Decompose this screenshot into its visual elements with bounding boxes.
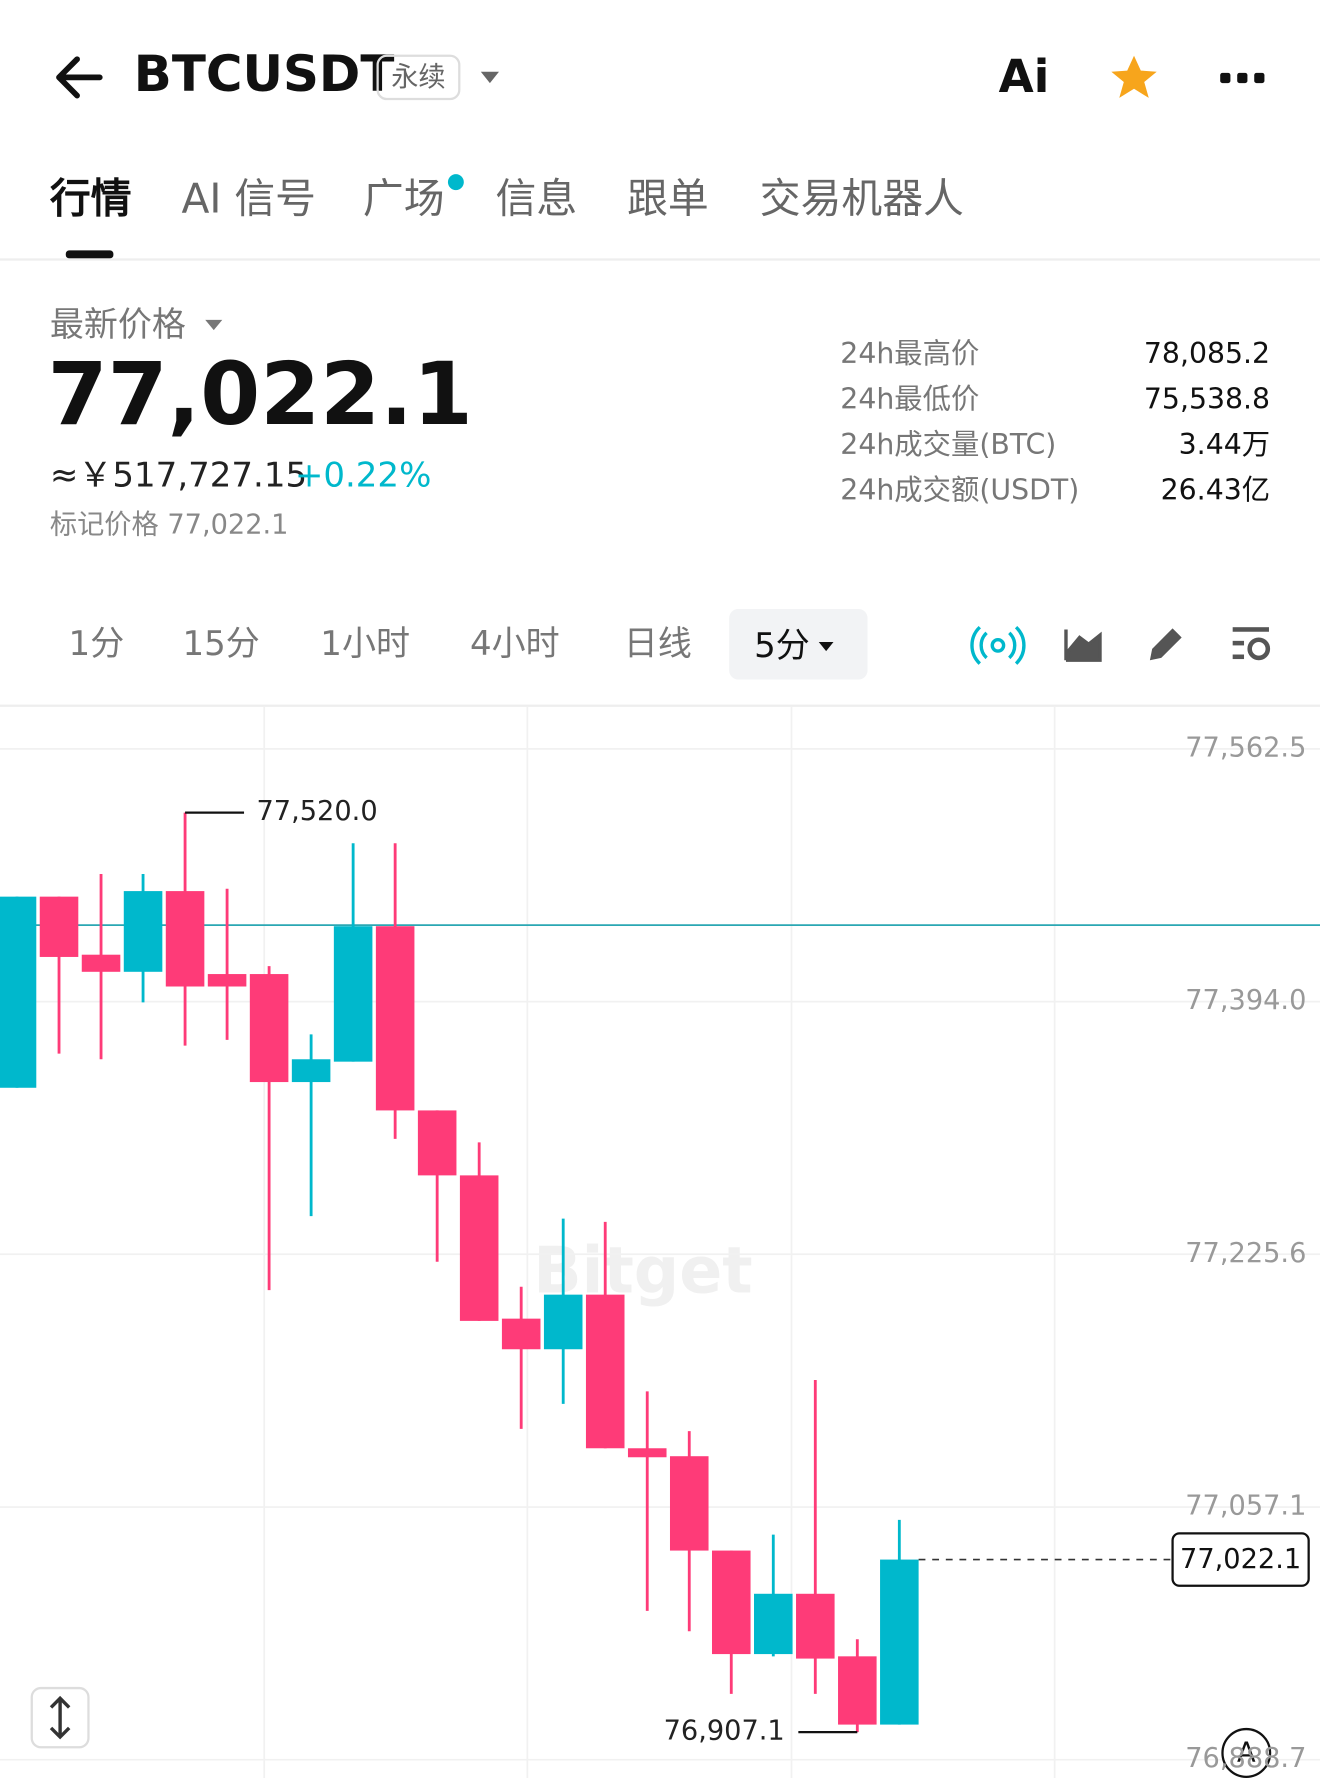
tab[interactable]: 行情 <box>50 174 132 222</box>
candle-body <box>81 954 121 972</box>
candle-body <box>501 1318 541 1350</box>
cny-price: ≈￥517,727.15 <box>50 455 307 495</box>
candle-body <box>459 1175 499 1321</box>
tab[interactable]: 广场 <box>363 174 445 222</box>
badge-box <box>376 54 461 101</box>
favorite-star[interactable] <box>1111 55 1157 98</box>
tabs: 行情 AI 信号 广场 信息 跟单 交易机器人 <box>50 174 964 222</box>
candle-body <box>39 896 79 957</box>
candle-body <box>375 926 415 1111</box>
mark-price: 标记价格 77,022.1 <box>50 509 289 540</box>
candle-body <box>754 1593 793 1655</box>
price-change: +0.22% <box>295 455 432 495</box>
last-price: 77,022.1 <box>48 345 473 445</box>
candle-body <box>838 1656 877 1725</box>
scale-button-ring <box>1221 1727 1272 1778</box>
chart-type-icon[interactable] <box>1064 629 1102 662</box>
ai-button[interactable]: Ai <box>999 50 1050 103</box>
timeframe[interactable]: 日线 <box>624 624 692 664</box>
candle-body <box>543 1294 583 1350</box>
back-button[interactable] <box>56 56 103 99</box>
stats: 24h最高价 78,085.2 24h最低价 75,538.8 24h成交量(B… <box>840 337 1270 507</box>
resize-icon <box>49 1695 71 1740</box>
y-tick-label: 77,225.6 <box>1185 1238 1306 1269</box>
candle-body <box>333 926 373 1062</box>
symbol-dropdown[interactable] <box>480 71 499 84</box>
timeframe[interactable]: 4小时 <box>470 624 560 664</box>
timeframes: 1分 15分 1小时 4小时 日线 5分 <box>69 624 810 666</box>
stat-label: 24h最低价 <box>840 383 979 416</box>
badge: 永续 <box>391 62 445 93</box>
timeframe-dropdown[interactable] <box>818 641 834 652</box>
candle-body <box>207 974 247 987</box>
tab[interactable]: AI 信号 <box>181 174 316 222</box>
draw-icon[interactable] <box>1149 628 1182 661</box>
symbol: BTCUSDT <box>134 45 395 103</box>
stat-value: 3.44万 <box>1179 428 1270 461</box>
scale-button[interactable]: A <box>1237 1738 1256 1769</box>
stat-label: 24h成交额(USDT) <box>840 474 1079 507</box>
price-dropdown[interactable] <box>205 319 223 331</box>
high-label: 77,520.0 <box>257 796 378 827</box>
plot <box>0 748 1320 1761</box>
candle-body <box>669 1456 709 1551</box>
tab[interactable]: 信息 <box>496 174 578 222</box>
candle-body <box>0 896 37 1088</box>
stat-value: 26.43亿 <box>1161 474 1270 507</box>
y-tick-label: 77,562.5 <box>1185 732 1306 763</box>
candle-body <box>585 1294 625 1449</box>
timeframe[interactable]: 15分 <box>182 624 259 664</box>
candle-body <box>880 1559 919 1725</box>
stat-value: 78,085.2 <box>1144 337 1270 370</box>
tab[interactable]: 跟单 <box>627 174 709 222</box>
candle-body <box>249 974 289 1083</box>
y-tick-label: 77,394.0 <box>1185 985 1306 1016</box>
stat-label: 24h最高价 <box>840 337 979 370</box>
candle-body <box>291 1059 331 1083</box>
timeframe-selected-bg <box>729 608 868 680</box>
settings-icon[interactable] <box>1232 627 1271 661</box>
tab[interactable]: 交易机器人 <box>760 174 964 222</box>
live-icon[interactable] <box>970 625 1026 665</box>
candle-body <box>165 891 205 987</box>
stat-value: 75,538.8 <box>1144 383 1270 416</box>
tab-dot <box>447 174 464 191</box>
tab-underline <box>65 250 114 259</box>
price-label: 最新价格 <box>50 305 186 345</box>
candle-body <box>123 891 163 972</box>
candle-body <box>711 1550 751 1655</box>
low-label: 76,907.1 <box>664 1716 785 1747</box>
timeframe[interactable]: 5分 <box>754 626 810 666</box>
candle-body <box>627 1448 667 1458</box>
last-price-box <box>1171 1532 1310 1587</box>
y-tick-label: 77,057.1 <box>1185 1491 1306 1522</box>
y-tick-label: 76,888.7 <box>1185 1743 1306 1774</box>
more-button[interactable] <box>1220 72 1265 84</box>
timeframe[interactable]: 1小时 <box>320 624 410 664</box>
last-price-label: 77,022.1 <box>1180 1544 1301 1575</box>
candle-body <box>417 1110 457 1176</box>
timeframe[interactable]: 1分 <box>69 624 125 664</box>
stat-label: 24h成交量(BTC) <box>840 428 1056 461</box>
candle-body <box>796 1593 835 1659</box>
